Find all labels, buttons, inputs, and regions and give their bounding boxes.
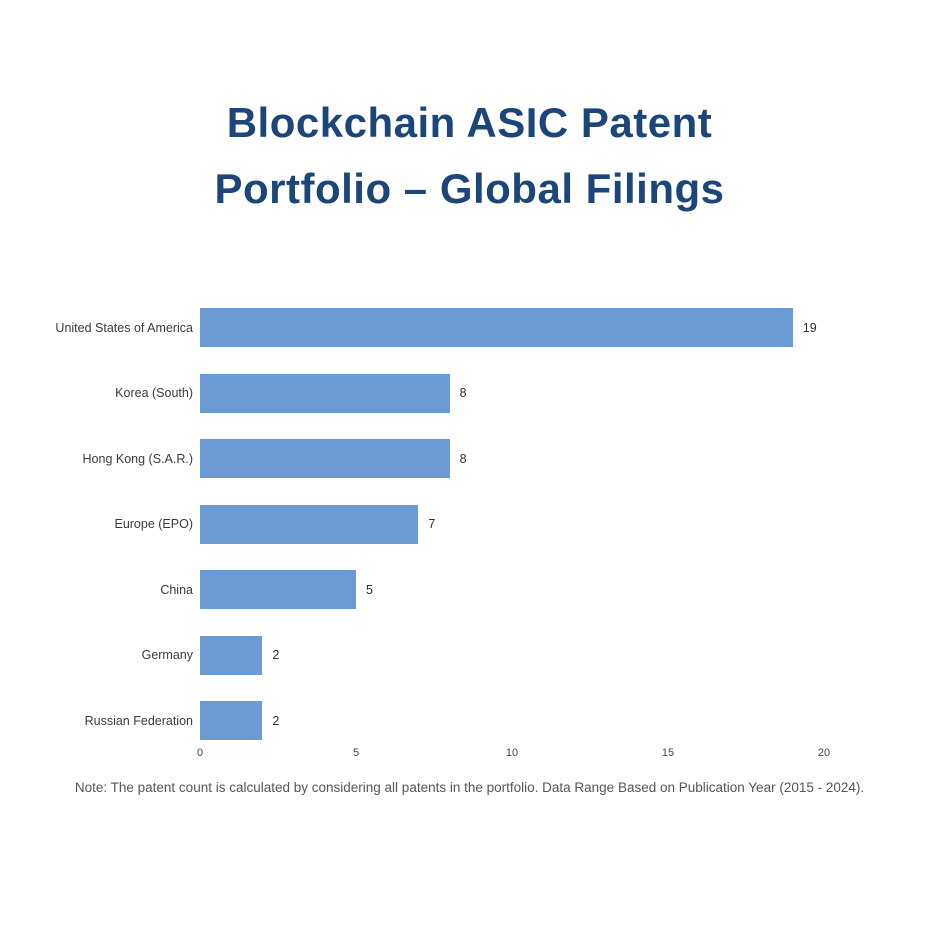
category-label: Russian Federation xyxy=(84,713,193,728)
bar-row: United States of America 19 xyxy=(0,308,939,347)
value-label: 7 xyxy=(428,517,436,531)
bar xyxy=(200,308,793,347)
bar xyxy=(200,635,263,675)
bar-row: Hong Kong (S.A.R.) 8 xyxy=(0,439,939,478)
bar-row: Korea (South) 8 xyxy=(0,373,939,413)
bar-row: China 5 xyxy=(0,570,939,609)
value-label: 5 xyxy=(366,582,373,597)
bar xyxy=(200,439,450,478)
x-axis-tick: 15 xyxy=(661,747,675,759)
chart-title: Blockchain ASIC Patent Portfolio – Globa… xyxy=(0,90,939,222)
bar xyxy=(200,504,419,544)
bar-chart: United States of America 19 Korea (South… xyxy=(0,308,939,740)
value-label: 2 xyxy=(272,648,280,662)
category-label: United States of America xyxy=(55,320,193,335)
category-label: Germany xyxy=(141,648,193,662)
chart-title-line-1: Blockchain ASIC Patent xyxy=(226,99,713,146)
bar xyxy=(200,701,263,740)
x-axis-tick: 0 xyxy=(196,747,204,759)
value-label: 2 xyxy=(272,713,280,728)
bar-row: Europe (EPO) 7 xyxy=(0,504,939,544)
bar xyxy=(200,570,356,609)
value-label: 8 xyxy=(459,386,467,400)
value-label: 8 xyxy=(459,451,467,466)
category-label: Europe (EPO) xyxy=(114,517,193,531)
x-axis-tick: 5 xyxy=(352,747,360,759)
chart-note: Note: The patent count is calculated by … xyxy=(74,780,865,795)
bar-row: Russian Federation 2 xyxy=(0,701,939,740)
bar-row: Germany 2 xyxy=(0,635,939,675)
x-axis: 0 5 10 15 20 xyxy=(196,747,830,763)
category-label: Hong Kong (S.A.R.) xyxy=(82,451,193,466)
x-axis-tick: 10 xyxy=(505,747,519,759)
bar xyxy=(200,373,450,413)
chart-title-line-2: Portfolio – Global Filings xyxy=(214,165,725,212)
category-label: Korea (South) xyxy=(115,386,193,400)
category-label: China xyxy=(160,582,193,597)
value-label: 19 xyxy=(802,320,817,335)
x-axis-tick: 20 xyxy=(817,747,831,759)
